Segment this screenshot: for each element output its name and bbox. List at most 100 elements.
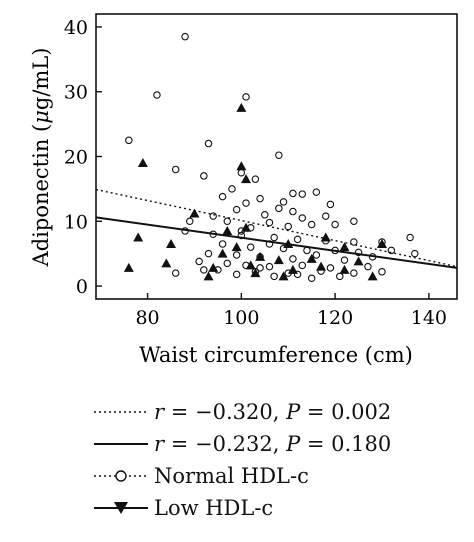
legend-solid-line-swatch bbox=[94, 443, 148, 445]
point-normal-hdl bbox=[246, 243, 255, 251]
point-normal-hdl bbox=[265, 240, 274, 248]
point-normal-hdl bbox=[195, 257, 203, 266]
y-tick-label: 0 bbox=[76, 276, 88, 298]
legend-label-fit-normal: r = −0.320, P = 0.002 bbox=[154, 400, 392, 424]
point-normal-hdl bbox=[321, 212, 330, 220]
legend-filled-triangle-swatch bbox=[94, 502, 148, 514]
legend-label-low-hdl: Low HDL-c bbox=[154, 496, 274, 520]
legend-dotted-line-swatch bbox=[94, 411, 148, 413]
point-low-hdl bbox=[166, 238, 177, 248]
point-normal-hdl bbox=[270, 233, 278, 242]
point-normal-hdl bbox=[275, 204, 283, 213]
point-low-hdl bbox=[208, 262, 219, 272]
point-normal-hdl bbox=[368, 253, 377, 261]
point-low-hdl bbox=[306, 253, 317, 263]
point-normal-hdl bbox=[406, 233, 414, 242]
point-low-hdl bbox=[320, 232, 331, 242]
point-low-hdl bbox=[161, 258, 172, 268]
point-normal-hdl bbox=[279, 244, 288, 253]
point-normal-hdl bbox=[289, 207, 297, 216]
point-low-hdl bbox=[236, 161, 247, 171]
point-low-hdl bbox=[273, 255, 284, 265]
point-normal-hdl bbox=[354, 248, 363, 257]
point-low-hdl bbox=[231, 242, 242, 252]
point-normal-hdl bbox=[256, 264, 264, 272]
point-normal-hdl bbox=[411, 249, 419, 258]
point-normal-hdl bbox=[228, 185, 236, 193]
legend-item-fit-low: r = −0.232, P = 0.180 bbox=[92, 428, 452, 460]
point-low-hdl bbox=[339, 264, 350, 274]
data-points bbox=[123, 32, 419, 283]
point-normal-hdl bbox=[289, 255, 297, 263]
point-normal-hdl bbox=[218, 192, 227, 201]
legend-open-circle-swatch bbox=[94, 470, 148, 482]
point-normal-hdl bbox=[171, 165, 180, 174]
fit-lines bbox=[95, 188, 458, 269]
point-low-hdl bbox=[133, 232, 144, 242]
point-low-hdl bbox=[278, 271, 289, 281]
point-low-hdl bbox=[241, 222, 252, 232]
point-normal-hdl bbox=[204, 139, 213, 148]
y-tick-label: 30 bbox=[64, 82, 88, 104]
y-tick-label: 20 bbox=[64, 147, 88, 169]
point-normal-hdl bbox=[153, 91, 161, 99]
point-low-hdl bbox=[339, 242, 350, 252]
axis-ticks: 80 100 120 140 0 10 20 30 40 bbox=[64, 17, 447, 329]
point-normal-hdl bbox=[298, 261, 307, 270]
point-normal-hdl bbox=[237, 168, 246, 177]
point-low-hdl bbox=[255, 251, 266, 261]
point-normal-hdl bbox=[265, 218, 274, 227]
point-normal-hdl bbox=[307, 220, 316, 229]
point-normal-hdl bbox=[289, 189, 297, 198]
x-tick-label: 80 bbox=[135, 307, 159, 329]
point-normal-hdl bbox=[387, 246, 396, 255]
point-normal-hdl bbox=[350, 269, 358, 277]
point-normal-hdl bbox=[312, 188, 321, 196]
y-tick-label: 40 bbox=[64, 17, 88, 39]
point-normal-hdl bbox=[181, 32, 189, 41]
point-normal-hdl bbox=[293, 270, 302, 279]
point-normal-hdl bbox=[312, 251, 321, 259]
point-low-hdl bbox=[222, 225, 233, 235]
point-low-hdl bbox=[245, 260, 256, 270]
point-normal-hdl bbox=[232, 251, 241, 259]
point-normal-hdl bbox=[200, 266, 208, 274]
point-low-hdl bbox=[287, 264, 298, 274]
point-normal-hdl bbox=[171, 269, 180, 277]
point-normal-hdl bbox=[270, 272, 278, 281]
point-normal-hdl bbox=[298, 214, 307, 222]
point-normal-hdl bbox=[232, 270, 241, 279]
point-normal-hdl bbox=[326, 264, 335, 272]
point-normal-hdl bbox=[350, 238, 358, 246]
point-normal-hdl bbox=[181, 227, 189, 235]
point-low-hdl bbox=[137, 157, 148, 167]
point-normal-hdl bbox=[223, 259, 232, 268]
point-normal-hdl bbox=[261, 211, 269, 219]
point-normal-hdl bbox=[378, 268, 386, 276]
y-tick-label: 10 bbox=[64, 211, 88, 233]
point-normal-hdl bbox=[350, 217, 358, 226]
point-low-hdl bbox=[123, 262, 134, 272]
point-normal-hdl bbox=[331, 220, 339, 229]
legend-label-normal-hdl: Normal HDL-c bbox=[154, 464, 309, 488]
point-normal-hdl bbox=[186, 217, 194, 226]
legend-label-fit-low: r = −0.232, P = 0.180 bbox=[154, 432, 392, 456]
legend-item-low-hdl: Low HDL-c bbox=[92, 492, 452, 524]
scatter-chart: 80 100 120 140 0 10 20 30 40 Waist circumference… bbox=[29, 13, 458, 367]
legend: r = −0.320, P = 0.002 r = −0.232, P = 0.… bbox=[92, 396, 452, 524]
point-low-hdl bbox=[367, 271, 378, 281]
point-normal-hdl bbox=[232, 205, 241, 214]
point-normal-hdl bbox=[223, 217, 232, 226]
point-normal-hdl bbox=[209, 212, 217, 220]
point-normal-hdl bbox=[307, 274, 316, 283]
point-low-hdl bbox=[217, 248, 228, 258]
x-axis-label: Waist circumference (cm) bbox=[139, 343, 413, 367]
legend-item-fit-normal: r = −0.320, P = 0.002 bbox=[92, 396, 452, 428]
fit-line-solid bbox=[95, 216, 458, 269]
point-normal-hdl bbox=[242, 199, 250, 207]
point-normal-hdl bbox=[284, 222, 292, 231]
point-normal-hdl bbox=[204, 249, 213, 258]
point-normal-hdl bbox=[340, 256, 349, 264]
point-normal-hdl bbox=[364, 262, 372, 271]
point-low-hdl bbox=[189, 208, 200, 218]
